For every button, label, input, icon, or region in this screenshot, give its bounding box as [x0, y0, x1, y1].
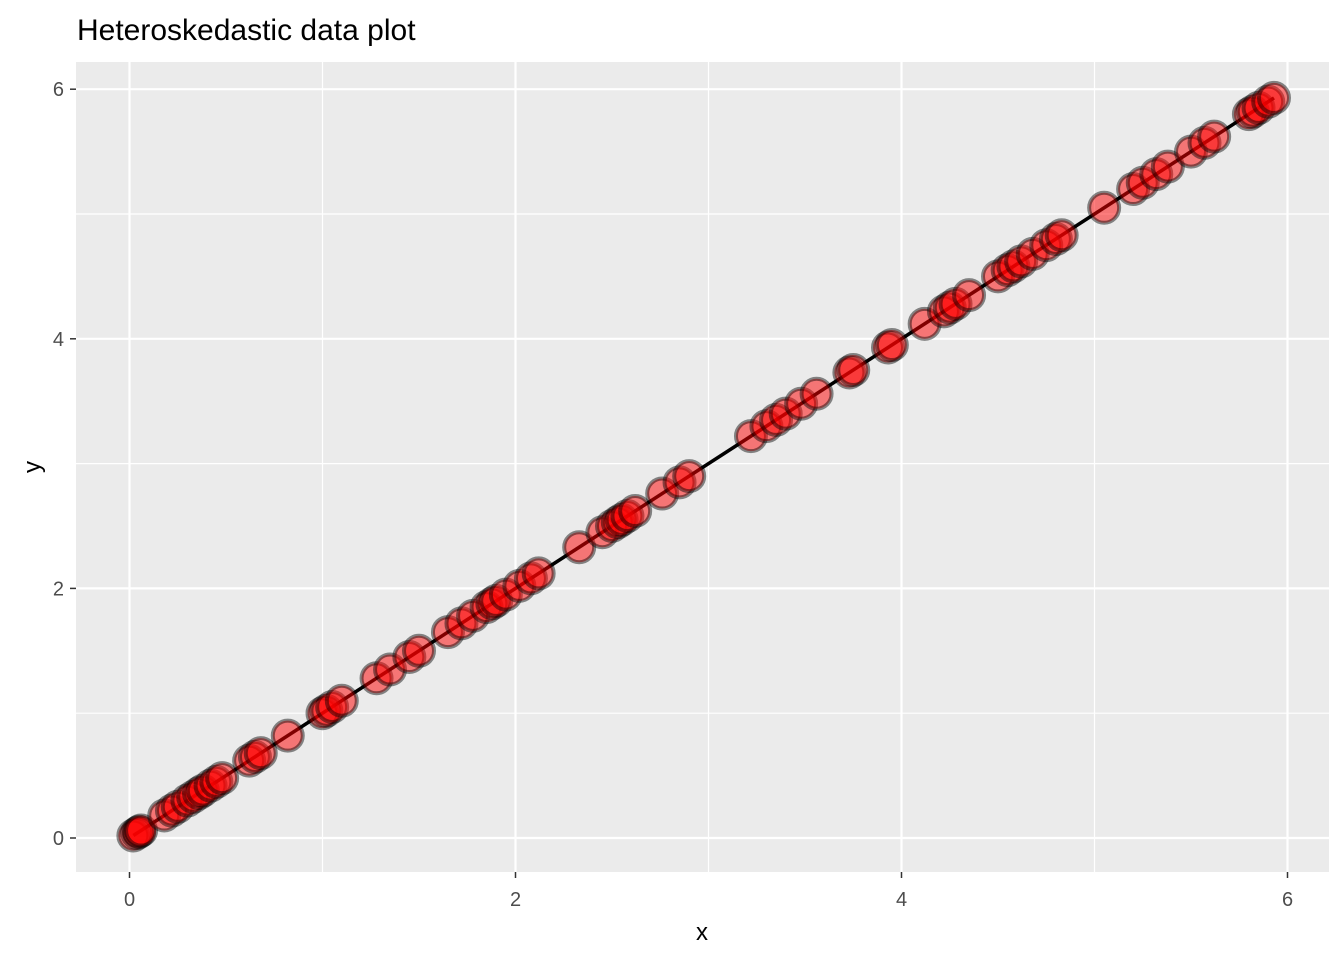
y-axis-title: y [19, 461, 46, 473]
data-point [562, 530, 597, 565]
data-points [116, 80, 1291, 853]
data-point [1197, 119, 1232, 154]
data-point [799, 376, 834, 411]
data-point [521, 556, 556, 591]
y-tick-label: 4 [53, 329, 64, 351]
data-point [243, 736, 278, 771]
data-point [205, 761, 240, 796]
data-point [1256, 80, 1291, 115]
y-tick-label: 2 [53, 578, 64, 600]
y-tick-label: 0 [53, 828, 64, 850]
major-gridlines [76, 62, 1329, 872]
x-tick-label: 4 [896, 889, 907, 911]
data-point [1044, 218, 1079, 253]
data-point [618, 494, 653, 529]
x-tick-label: 6 [1282, 889, 1293, 911]
chart-title: Heteroskedastic data plot [77, 14, 416, 47]
x-axis-ticks: 0 2 4 6 [124, 872, 1293, 911]
data-point [672, 459, 707, 494]
data-point [324, 683, 359, 718]
data-point [270, 718, 305, 753]
x-axis-title: x [696, 919, 708, 946]
data-point [1150, 149, 1185, 184]
x-tick-label: 0 [124, 889, 135, 911]
data-point [874, 328, 909, 363]
data-point [1087, 190, 1122, 225]
minor-gridlines [76, 62, 1329, 872]
data-point [124, 813, 159, 848]
data-point [952, 278, 987, 313]
y-axis-ticks: 0 2 4 6 [53, 79, 76, 850]
x-tick-label: 2 [510, 889, 521, 911]
y-tick-label: 6 [53, 79, 64, 101]
data-point [836, 353, 871, 387]
data-point [402, 633, 436, 668]
